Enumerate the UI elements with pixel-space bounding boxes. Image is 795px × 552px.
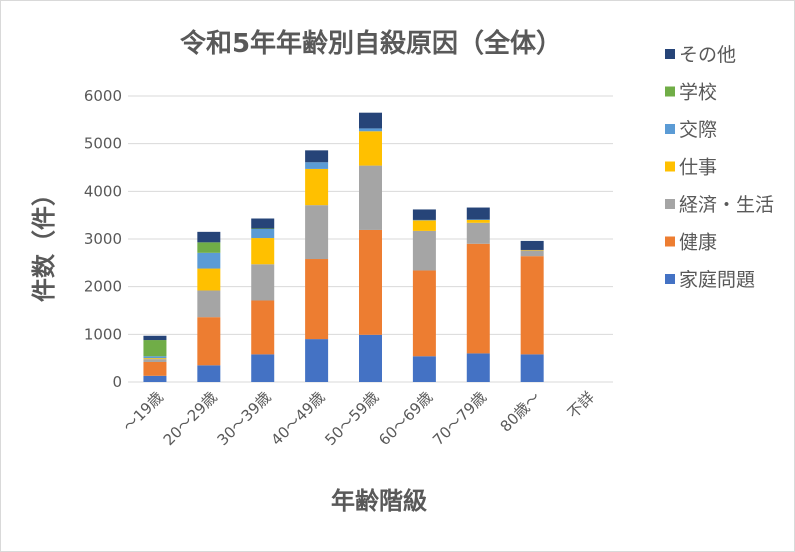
- chart-title: 令和5年年齢別自殺原因（全体）: [180, 28, 562, 59]
- bar-segment: [359, 165, 382, 230]
- bar-segment: [412, 230, 436, 271]
- legend-label: 家庭問題: [679, 269, 755, 291]
- y-tick-label: 3000: [84, 230, 122, 248]
- legend-label: 経済・生活: [679, 194, 774, 216]
- legend-label: 学校: [679, 82, 717, 104]
- legend-label: 仕事: [679, 157, 717, 179]
- bar-segment: [251, 238, 275, 265]
- bar-segment: [251, 354, 275, 382]
- bar-segment: [305, 150, 329, 163]
- bar-segment: [197, 317, 221, 366]
- legend-item: その他: [665, 44, 736, 66]
- bar-segment: [412, 220, 436, 231]
- legend-item: 健康: [665, 232, 717, 254]
- x-axis-ticks: ～19歳20～29歳30～39歳40～49歳50～59歳60～69歳70～79歳…: [119, 388, 598, 449]
- y-tick-label: 1000: [84, 325, 122, 343]
- bar-segment: [197, 231, 221, 243]
- bar-segment: [251, 300, 275, 355]
- bar-segment: [359, 128, 382, 132]
- bar-segment: [143, 356, 167, 359]
- bar-segment: [520, 250, 544, 257]
- bar-segment: [143, 335, 167, 341]
- bar-segment: [197, 268, 221, 291]
- x-tick-label: 80歳～: [497, 388, 544, 435]
- bar-segment: [305, 339, 329, 382]
- legend-swatch: [665, 199, 675, 209]
- bar-segment: [305, 259, 329, 340]
- bar-segment: [359, 229, 382, 335]
- x-tick-label: 不詳: [564, 388, 598, 422]
- y-axis-ticks: 0 1000 2000 3000 4000 5000 6000: [84, 87, 122, 391]
- bar-segment: [305, 162, 329, 169]
- legend-item: 経済・生活: [665, 194, 774, 216]
- x-tick-label: 50～59歳: [321, 388, 382, 449]
- bar-segment: [143, 358, 167, 360]
- legend-swatch: [665, 274, 675, 284]
- bar-segment: [359, 112, 382, 129]
- bar-segment: [197, 242, 221, 253]
- bar-segment: [412, 209, 436, 220]
- bar-segment: [359, 131, 382, 166]
- bar-segment: [143, 340, 167, 357]
- bar-segment: [251, 228, 275, 239]
- legend-label: 健康: [679, 232, 717, 254]
- bar-segment: [520, 354, 544, 382]
- y-tick-label: 5000: [84, 135, 122, 153]
- x-tick-label: 30～39歳: [214, 388, 275, 449]
- bar-segment: [412, 270, 436, 357]
- bar-segment: [520, 256, 544, 355]
- bar-segment: [412, 356, 436, 382]
- y-axis-title: 件数（件）: [30, 182, 58, 302]
- bar-segment: [251, 218, 275, 229]
- x-axis-title: 年齢階級: [331, 487, 427, 515]
- legend-item: 学校: [665, 82, 717, 104]
- bar-segment: [466, 353, 490, 382]
- bar-segment: [466, 243, 490, 354]
- bar-segment: [197, 252, 221, 269]
- x-tick-label: 70～79歳: [429, 388, 490, 449]
- bar-segment: [197, 290, 221, 318]
- legend-swatch: [665, 124, 675, 134]
- y-tick-label: 2000: [84, 278, 122, 296]
- legend-swatch: [665, 161, 675, 172]
- bar-segment: [251, 264, 275, 301]
- x-tick-label: 20～29歳: [160, 388, 221, 449]
- legend-swatch: [665, 49, 675, 59]
- legend-item: 仕事: [665, 157, 717, 179]
- y-tick-label: 6000: [84, 87, 122, 105]
- bar-segment: [520, 240, 544, 250]
- bar-segment: [359, 334, 382, 382]
- x-tick-label: 60～69歳: [375, 388, 436, 449]
- bar-segment: [197, 365, 221, 382]
- legend-label: 交際: [679, 119, 717, 141]
- legend-item: 交際: [665, 119, 717, 141]
- bar-segment: [466, 219, 490, 223]
- y-tick-label: 4000: [84, 182, 122, 200]
- bar-segment: [143, 359, 167, 362]
- legend-swatch: [665, 236, 675, 247]
- bar-segment: [305, 205, 329, 260]
- y-tick-label: 0: [112, 373, 122, 391]
- bar-segment: [466, 222, 490, 244]
- bar-segment: [305, 168, 329, 206]
- bar-segment: [143, 361, 167, 376]
- bar-segment: [466, 207, 490, 220]
- bar-segment: [143, 375, 167, 382]
- x-tick-label: 40～49歳: [267, 388, 328, 449]
- bars: [143, 112, 544, 382]
- legend-swatch: [665, 86, 675, 97]
- x-tick-label: ～19歳: [119, 388, 166, 435]
- legend-item: 家庭問題: [665, 269, 755, 291]
- legend-label: その他: [679, 44, 736, 66]
